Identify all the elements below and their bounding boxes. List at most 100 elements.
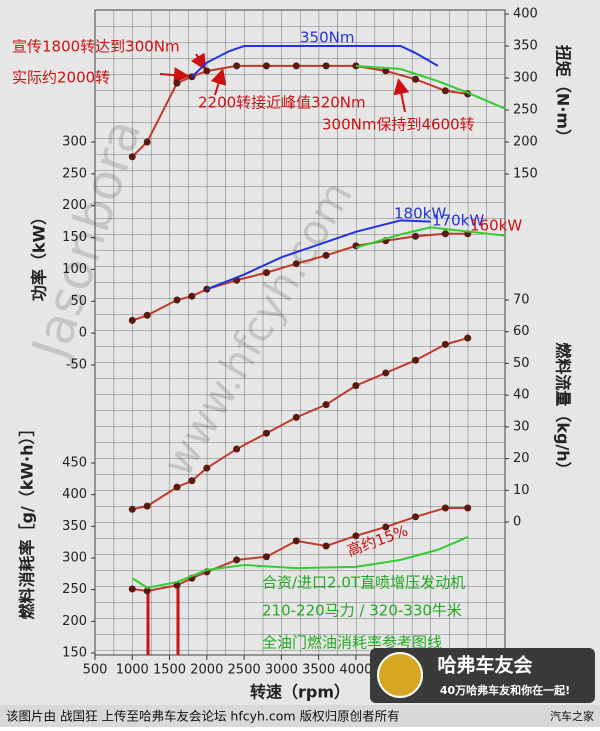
y-tick-label: 150 [62,646,87,661]
arrow [393,78,410,113]
annotation: 210-220马力 / 320-330牛米 [262,602,462,620]
arrow [190,52,207,71]
footer-bar [0,705,600,727]
data-point [143,502,151,510]
data-point [352,382,360,390]
y-tick-label: 50 [513,356,530,371]
data-point [143,311,151,319]
data-point [441,230,449,238]
y-tick-label: 350 [513,39,538,54]
y-tick-label: 300 [513,71,538,86]
y-tick-label: 40 [513,388,530,403]
data-point [203,464,211,472]
footer-source: 汽车之家 [550,709,594,723]
y-tick-label: 350 [62,519,87,534]
data-point [412,232,420,240]
x-tick-label: 3000 [265,663,298,678]
x-tick-label: 2000 [190,663,223,678]
series-line [355,64,506,110]
series-line [191,45,439,78]
annotation: 合资/进口2.0T直喷增压发动机 [262,574,465,592]
data-point [188,292,196,300]
x-axis-label: 转速（rpm） [250,683,350,702]
annotation: 实际约2000转 [12,69,110,87]
x-tick-label: 1500 [153,663,186,678]
y-tick-label: 400 [62,487,87,502]
y-axis-label: 扭矩（N·m） [554,45,573,145]
y-axis-label: 燃料消耗率［g/（kW·h）］ [18,420,37,619]
data-point [382,67,390,75]
annotation: 宣传1800转达到300Nm [12,38,180,56]
data-point [412,513,420,521]
plot-grid [94,9,506,656]
data-point [412,75,420,83]
y-tick-label: 250 [513,103,538,118]
data-point [464,504,472,512]
data-point [203,67,211,75]
data-point [382,523,390,531]
data-point [233,556,241,564]
data-point [292,260,300,268]
data-point [322,542,330,550]
series-line [131,536,469,589]
annotation: 全油门燃油消耗率参考图线 [262,634,442,652]
logo-box [370,648,595,703]
y-axis-label: 燃料流量（kg/h） [554,342,573,477]
y-tick-label: 60 [513,324,530,339]
annotation: 300Nm保持到4600转 [322,116,475,134]
y-axis-label: 功率（kW） [30,209,49,301]
data-point [292,413,300,421]
y-tick-label: 200 [513,135,538,150]
data-point [128,153,136,161]
y-tick-label: 30 [513,419,530,434]
data-point [128,505,136,513]
footer-text: 该图片由 战国狂 上传至哈弗车友会论坛 hfcyh.com 版权归原创者所有 [6,709,400,724]
data-point [262,269,270,277]
data-point [188,477,196,485]
data-point [441,504,449,512]
data-point [322,401,330,409]
y-tick-label: 20 [513,451,530,466]
y-tick-label: 10 [513,483,530,498]
x-tick-label: 500 [83,663,108,678]
data-point [292,62,300,70]
data-point [441,87,449,95]
annotation: 170kW [432,212,484,230]
data-point [441,340,449,348]
y-tick-label: 200 [62,198,87,213]
y-tick-label: 0 [513,515,521,530]
y-tick-label: 0 [79,326,87,341]
data-point [464,334,472,342]
arrow [159,67,190,84]
y-tick-label: 300 [62,135,87,150]
y-tick-label: -50 [66,358,87,373]
annotation: 350Nm [300,29,354,47]
data-point [322,62,330,70]
logo-badge [377,652,423,698]
series-line [355,226,506,249]
y-tick-label: 150 [62,230,87,245]
data-point [173,296,181,304]
x-tick-label: 3500 [302,663,335,678]
data-point [128,316,136,324]
arrow [210,68,227,96]
x-tick-label: 1000 [116,663,149,678]
data-point [352,242,360,250]
series-line [206,219,431,291]
data-point [233,445,241,453]
annotation: 180kW [394,205,446,223]
y-tick-label: 250 [62,166,87,181]
logo-title: 哈弗车友会 [437,654,532,677]
data-point [173,483,181,491]
y-tick-label: 450 [62,456,87,471]
annotation: 2200转接近峰值320Nm [198,94,366,112]
y-tick-label: 400 [513,7,538,22]
y-tick-label: 150 [513,167,538,182]
arrows [146,52,410,655]
annotation: 160kW [470,217,522,235]
logo-slogan: 40万哈弗车友和你在一起! [440,683,570,697]
data-point [143,587,151,595]
y-tick-label: 250 [62,582,87,597]
x-tick-label: 2500 [228,663,261,678]
